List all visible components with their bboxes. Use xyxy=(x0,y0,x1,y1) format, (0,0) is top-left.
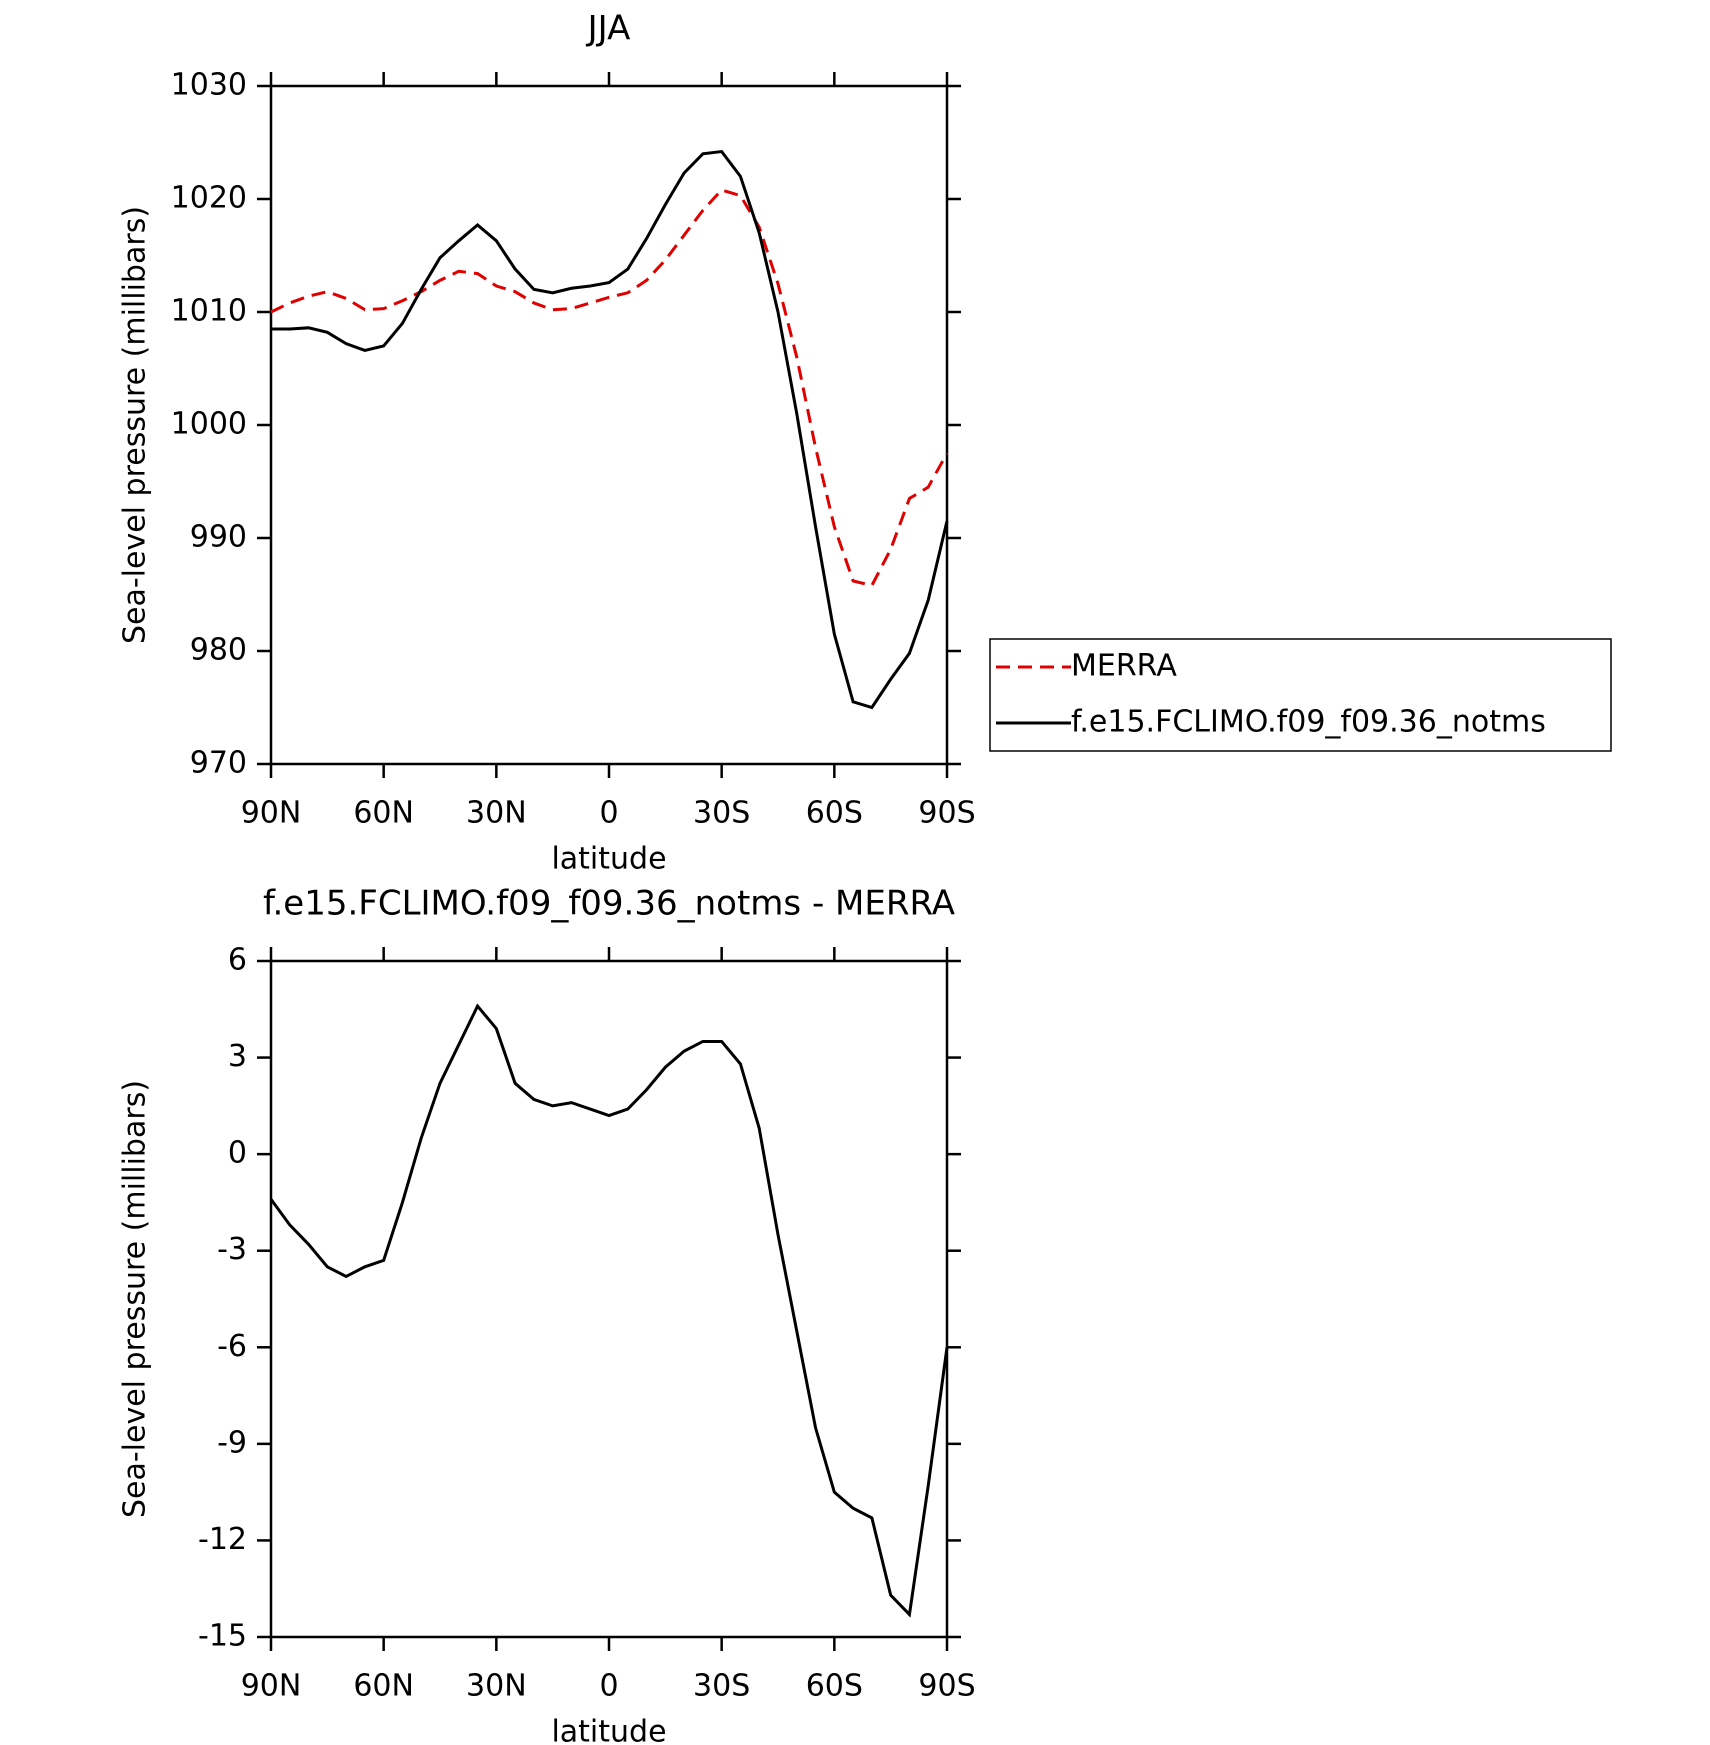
x-tick-label: 60N xyxy=(353,1669,414,1704)
legend-label: f.e15.FCLIMO.f09_f09.36_notms xyxy=(1071,705,1546,740)
y-axis-label: Sea-level pressure (millibars) xyxy=(118,1080,153,1518)
chart-title: JJA xyxy=(586,9,631,49)
plot-frame xyxy=(269,84,949,766)
y-tick-label: 1020 xyxy=(171,181,247,216)
y-tick-label: 1030 xyxy=(171,68,247,103)
x-axis-label: latitude xyxy=(551,842,666,877)
x-tick-label: 90S xyxy=(918,1669,975,1704)
y-tick-label: 970 xyxy=(190,746,247,781)
chart-title: f.e15.FCLIMO.f09_f09.36_notms - MERRA xyxy=(263,884,955,924)
legend-box xyxy=(989,638,1612,752)
x-tick-label: 90N xyxy=(241,1669,302,1704)
x-tick-label: 30S xyxy=(693,1669,750,1704)
y-tick-label: 990 xyxy=(190,520,247,555)
y-tick-label: 0 xyxy=(228,1136,247,1171)
x-tick-label: 90N xyxy=(241,796,302,831)
x-tick-label: 90S xyxy=(918,796,975,831)
y-tick-label: -6 xyxy=(217,1329,247,1364)
y-tick-label: -15 xyxy=(198,1619,247,1654)
y-tick-label: 3 xyxy=(228,1039,247,1074)
data-line xyxy=(271,149,949,710)
x-axis-label: latitude xyxy=(551,1715,666,1745)
x-tick-label: 30N xyxy=(466,1669,527,1704)
y-tick-label: -3 xyxy=(217,1232,247,1267)
x-tick-label: 30N xyxy=(466,796,527,831)
y-tick-label: 980 xyxy=(190,633,247,668)
y-tick-label: -9 xyxy=(217,1425,247,1460)
x-tick-label: 0 xyxy=(599,796,618,831)
plot-frame xyxy=(269,959,949,1639)
y-tick-label: 1010 xyxy=(171,294,247,329)
x-tick-label: 0 xyxy=(599,1669,618,1704)
data-line xyxy=(270,188,949,588)
legend-label: MERRA xyxy=(1071,649,1177,684)
y-tick-label: -12 xyxy=(198,1522,247,1557)
y-axis-label: Sea-level pressure (millibars) xyxy=(118,206,153,644)
y-tick-label: 1000 xyxy=(171,407,247,442)
data-line xyxy=(269,1003,949,1618)
x-tick-label: 30S xyxy=(693,796,750,831)
x-tick-label: 60S xyxy=(806,796,863,831)
y-tick-label: 6 xyxy=(228,943,247,978)
x-tick-label: 60S xyxy=(806,1669,863,1704)
x-tick-label: 60N xyxy=(353,796,414,831)
